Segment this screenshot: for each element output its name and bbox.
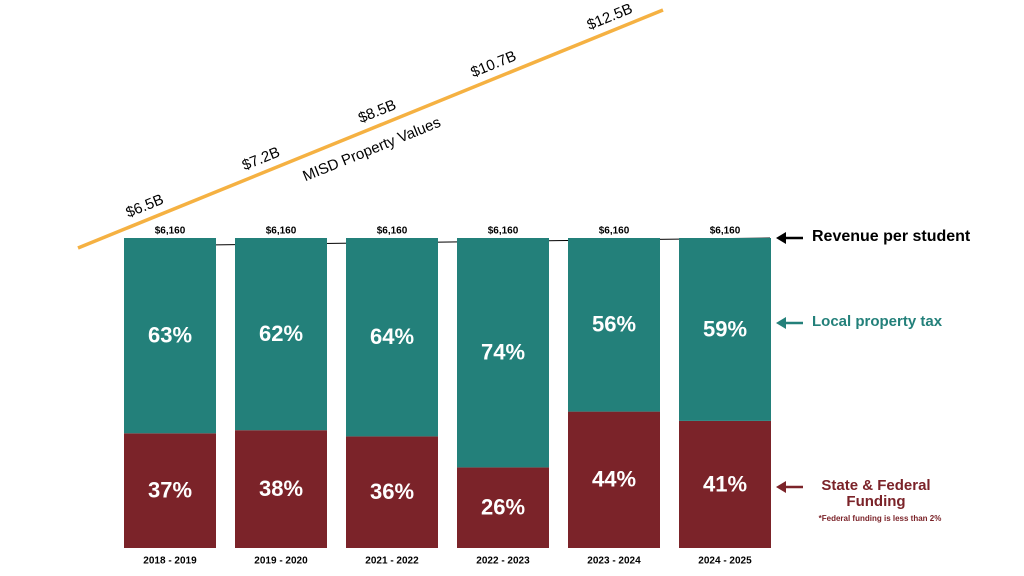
- data-label: 38%: [259, 476, 303, 501]
- bar-segment: [679, 238, 771, 421]
- bar-segment: [235, 238, 327, 431]
- data-label: 74%: [481, 340, 525, 365]
- arrow: [776, 481, 803, 493]
- bar-segment: [235, 430, 327, 548]
- data-label: 26%: [481, 495, 525, 520]
- x-tick-label: 2018 - 2019: [143, 556, 197, 567]
- bar-segment: [679, 420, 771, 548]
- x-tick-label: 2022 - 2023: [476, 556, 530, 567]
- property-value-label: $12.5B: [585, 0, 635, 34]
- arrow: [776, 232, 803, 244]
- bar-segment: [457, 467, 549, 548]
- data-label: 59%: [703, 316, 747, 341]
- legend-revenue: Revenue per student: [812, 228, 971, 245]
- revenue-label: $6,160: [488, 226, 519, 237]
- bar-segment: [124, 238, 216, 434]
- data-label: 62%: [259, 321, 303, 346]
- bar-segment: [124, 433, 216, 548]
- x-tick-label: 2021 - 2022: [365, 556, 419, 567]
- x-tick-label: 2023 - 2024: [587, 556, 641, 567]
- revenue-label: $6,160: [266, 226, 297, 237]
- data-label: 36%: [370, 479, 414, 504]
- bar-segment: [457, 238, 549, 468]
- property-value-label: $6.5B: [123, 191, 166, 222]
- data-label: 64%: [370, 324, 414, 349]
- data-label: 37%: [148, 477, 192, 502]
- bar-segment: [568, 411, 660, 548]
- legend-local: Local property tax: [812, 313, 943, 330]
- data-label: 63%: [148, 322, 192, 347]
- bar-segment: [346, 238, 438, 437]
- arrow: [776, 317, 803, 329]
- revenue-line: [123, 237, 771, 247]
- data-label: 41%: [703, 471, 747, 496]
- revenue-label: $6,160: [710, 226, 741, 237]
- x-tick-label: 2024 - 2025: [698, 556, 752, 567]
- revenue-label: $6,160: [155, 226, 186, 237]
- property-value-label: $10.7B: [468, 48, 518, 82]
- data-label: 56%: [592, 312, 636, 337]
- property-value-label: $7.2B: [240, 144, 283, 175]
- data-label: 44%: [592, 467, 636, 492]
- revenue-label: $6,160: [599, 226, 630, 237]
- bar-segment: [568, 238, 660, 412]
- footnote: *Federal funding is less than 2%: [818, 514, 942, 523]
- property-value-label: $8.5B: [356, 96, 399, 127]
- revenue-label: $6,160: [377, 226, 408, 237]
- property-value-line: [77, 8, 664, 250]
- bar-segment: [346, 436, 438, 548]
- legend-state: State & Federal Funding: [821, 477, 931, 510]
- x-tick-label: 2019 - 2020: [254, 556, 308, 567]
